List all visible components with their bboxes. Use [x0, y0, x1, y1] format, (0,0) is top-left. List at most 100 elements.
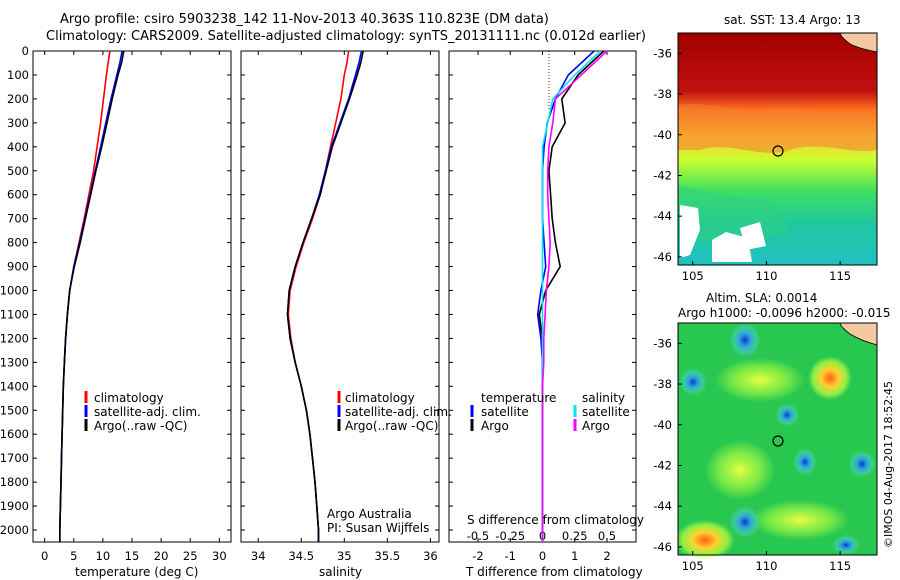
- sst-front-meander: [678, 103, 877, 153]
- sla-high-ridge: [705, 440, 775, 500]
- sst-map: [677, 32, 878, 266]
- salinity-panel-frame: [240, 50, 440, 543]
- y-tick-label: 1200: [0, 331, 29, 345]
- sla-cold-eddy: [775, 403, 799, 427]
- y-tick-label: 200: [7, 92, 29, 106]
- map-y-tick-label: -42: [653, 458, 672, 472]
- x-tick-label: 0: [41, 549, 48, 563]
- legend-label-satellite: satellite-adj. clim.: [94, 405, 201, 419]
- map-y-tick-label: -42: [653, 168, 672, 182]
- x-tick-label: 34.5: [288, 549, 314, 563]
- y-tick-label: 1600: [0, 427, 29, 441]
- copyright-timestamp: ©IMOS 04-Aug-2017 18:52:45: [882, 381, 895, 548]
- x-tick-label: 35.5: [375, 549, 401, 563]
- sla-map-subtitle: Argo h1000: -0.0096 h2000: -0.015: [678, 306, 891, 320]
- salinity-axis-label: salinity: [319, 565, 362, 579]
- temperature-panel-frame: [32, 50, 232, 543]
- y-tick-label: 1900: [0, 499, 29, 513]
- series-line-argo-raw-qc-: [286, 50, 364, 542]
- temperature-axis-label: temperature (deg C): [75, 565, 198, 579]
- x-top-tick-label: -0.5: [467, 529, 489, 543]
- sla-cold-eddy: [793, 448, 817, 476]
- map-x-tick-label: 105: [682, 269, 704, 283]
- sla-cold-eddy: [729, 506, 761, 538]
- sla-high-ridge: [750, 500, 850, 540]
- x-tick-label: 5: [70, 549, 77, 563]
- temperature-legend: climatology satellite-adj. clim. Argo(..…: [84, 391, 201, 433]
- y-tick-label: 100: [7, 68, 29, 82]
- legend-group-salinity: salinity: [582, 391, 625, 405]
- sst-cold-patch: [678, 185, 790, 242]
- y-tick-label: 1100: [0, 307, 29, 321]
- sla-high-ridge: [715, 358, 805, 402]
- x-tick-label: 0: [539, 549, 546, 563]
- y-tick-label: 800: [7, 236, 29, 250]
- y-tick-label: 700: [7, 212, 29, 226]
- difference-legend: temperature satellite Argo salinity sate…: [467, 391, 644, 527]
- map-x-tick-label: 105: [682, 559, 704, 573]
- legend-label-t-argo: Argo: [481, 419, 509, 433]
- map-y-tick-label: -46: [653, 250, 672, 264]
- map-y-tick-label: -40: [653, 128, 672, 142]
- map-y-tick-label: -36: [653, 336, 672, 350]
- sla-warm-eddy: [808, 356, 852, 400]
- x-top-tick-label: -0.25: [495, 529, 525, 543]
- legend-label-argo: Argo(..raw -QC): [94, 419, 187, 433]
- x-tick-label: -2: [472, 549, 483, 563]
- x-tick-label: 20: [154, 549, 169, 563]
- map-y-tick-label: -44: [653, 209, 672, 223]
- sla-cold-eddy: [832, 535, 860, 555]
- series-line-argo-raw-qc-: [58, 50, 125, 542]
- sla-cold-eddy: [679, 368, 707, 396]
- x-tick-label: 30: [212, 549, 227, 563]
- x-tick-label: 1: [571, 549, 578, 563]
- map-x-tick-label: 110: [755, 269, 777, 283]
- x-top-tick-label: 0.25: [562, 529, 588, 543]
- legend-label-climatology: climatology: [94, 391, 164, 405]
- figure-title-line1: Argo profile: csiro 5903238_142 11-Nov-2…: [60, 12, 549, 27]
- x-tick-label: 34: [251, 549, 266, 563]
- map-y-tick-label: -36: [653, 46, 672, 60]
- annotation-line1: Argo Australia: [327, 507, 412, 521]
- argo-float-marker: [772, 145, 784, 157]
- map-y-tick-label: -44: [653, 499, 672, 513]
- map-x-tick-label: 110: [755, 559, 777, 573]
- x-tick-label: 2: [603, 549, 610, 563]
- legend-label-satellite: satellite-adj. clim.: [345, 405, 452, 419]
- series-line-salinity-argo: [541, 50, 608, 542]
- land-mass: [839, 322, 878, 346]
- x-top-tick-label: 0.5: [598, 529, 616, 543]
- salinity-legend: climatology satellite-adj. clim. Argo(..…: [327, 391, 452, 535]
- y-tick-label: 300: [7, 116, 29, 130]
- y-tick-label: 1700: [0, 451, 29, 465]
- argo-float-marker: [772, 435, 784, 447]
- sst-map-frame: [677, 32, 878, 266]
- difference-top-label: S difference from climatology: [467, 513, 644, 527]
- map-x-tick-label: 115: [829, 269, 851, 283]
- sla-warm-eddy: [675, 520, 735, 560]
- map-y-tick-label: -40: [653, 418, 672, 432]
- map-x-tick-label: 115: [829, 559, 851, 573]
- legend-label-argo: Argo(..raw -QC): [345, 419, 438, 433]
- map-y-tick-label: -46: [653, 540, 672, 554]
- sst-missing-data: [680, 205, 766, 262]
- y-tick-label: 1400: [0, 379, 29, 393]
- map-y-tick-label: -38: [653, 377, 672, 391]
- legend-group-temperature: temperature: [481, 391, 556, 405]
- y-tick-label: 600: [7, 188, 29, 202]
- sla-cold-eddy: [848, 450, 876, 478]
- y-tick-label: 1300: [0, 355, 29, 369]
- figure-title-line2: Climatology: CARS2009. Satellite-adjuste…: [46, 29, 646, 44]
- legend-label-climatology: climatology: [345, 391, 415, 405]
- sla-map-frame: [677, 322, 878, 556]
- sla-map: [675, 322, 878, 560]
- y-tick-label: 900: [7, 260, 29, 274]
- y-tick-label: 2000: [0, 523, 29, 537]
- legend-label-t-satellite: satellite: [481, 405, 529, 419]
- y-tick-label: 0: [22, 44, 29, 58]
- land-mass: [839, 32, 878, 53]
- x-tick-label: 10: [96, 549, 111, 563]
- y-tick-label: 500: [7, 164, 29, 178]
- legend-label-s-satellite: satellite: [582, 405, 630, 419]
